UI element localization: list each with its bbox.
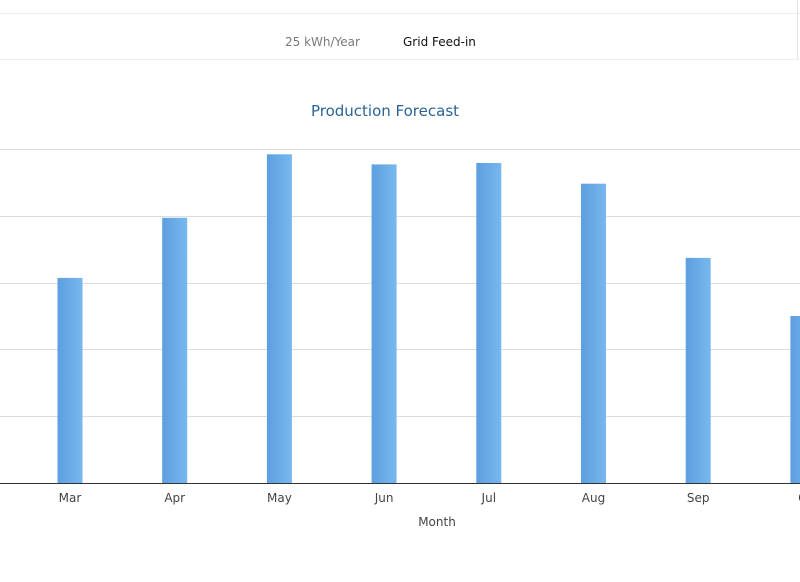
bar-sep[interactable]	[685, 257, 711, 483]
bar-o[interactable]	[790, 316, 800, 483]
chart-title: Production Forecast	[310, 102, 460, 120]
bars	[57, 154, 800, 484]
x-axis-title: Month	[418, 515, 456, 529]
x-tick-label: Apr	[164, 491, 185, 505]
bar-may[interactable]	[266, 154, 292, 484]
header-divider	[0, 59, 800, 60]
top-divider	[0, 13, 800, 14]
x-tick-label: Jul	[481, 491, 496, 505]
x-tick-labels: Mar Apr May Jun Jul Aug Sep O	[59, 491, 800, 505]
chart-canvas: Mar Apr May Jun Jul Aug Sep O Month	[0, 149, 800, 529]
bar-apr[interactable]	[162, 217, 188, 484]
grid-feed-in-label: Grid Feed-in	[403, 35, 476, 49]
x-tick-label: Aug	[582, 491, 605, 505]
panel-edge	[797, 0, 798, 60]
x-tick-label: Mar	[59, 491, 82, 505]
gridlines	[0, 149, 800, 417]
x-tick-label: O	[798, 491, 800, 505]
x-tick-label: Jun	[374, 491, 394, 505]
bar-jun[interactable]	[371, 164, 397, 483]
x-tick-label: May	[267, 491, 292, 505]
production-forecast-chart: Production Forecast Mar Apr May Jun Jul Aug Se…	[0, 60, 800, 582]
bar-jul[interactable]	[476, 163, 502, 483]
bar-mar[interactable]	[57, 277, 83, 483]
x-tick-label: Sep	[687, 491, 710, 505]
bar-aug[interactable]	[581, 183, 606, 483]
summary-header: 25 kWh/Year Grid Feed-in	[0, 26, 800, 58]
grid-feed-in-value: 25 kWh/Year	[285, 35, 360, 49]
